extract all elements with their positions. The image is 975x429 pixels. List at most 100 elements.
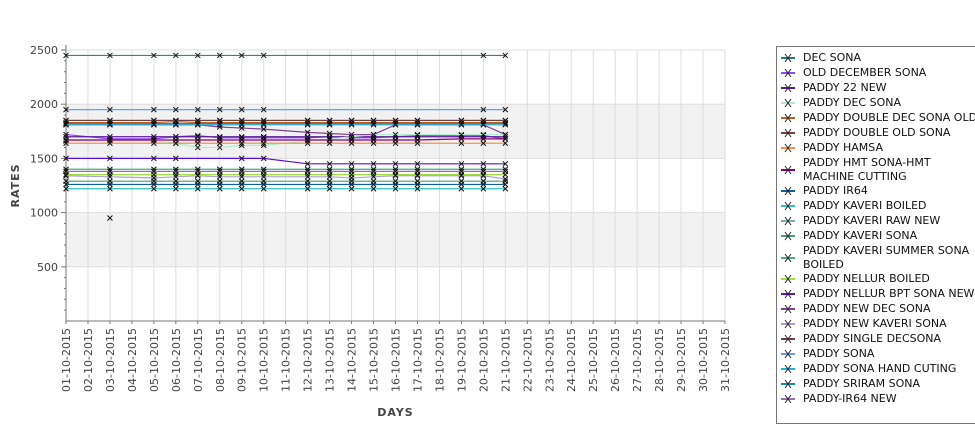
data-point — [326, 178, 333, 185]
legend-item[interactable]: PADDY NEW KAVERI SONA — [781, 317, 975, 331]
data-point — [304, 178, 311, 185]
legend-item[interactable]: PADDY HMT SONA-HMT MACHINE CUTTING — [781, 156, 975, 183]
data-point — [172, 52, 179, 59]
data-point — [216, 106, 223, 113]
legend-marker-icon — [781, 364, 795, 374]
data-point — [238, 178, 245, 185]
legend-marker-icon — [781, 143, 795, 153]
legend-item[interactable]: PADDY SINGLE DECSONA — [781, 332, 975, 346]
data-point — [238, 121, 245, 128]
legend-item[interactable]: PADDY SONA — [781, 347, 975, 361]
legend-item[interactable]: PADDY KAVERI BOILED — [781, 199, 975, 213]
legend-item[interactable]: PADDY KAVERI SONA — [781, 229, 975, 243]
data-point — [502, 131, 509, 138]
legend-item[interactable]: PADDY HAMSA — [781, 141, 975, 155]
data-point — [414, 178, 421, 185]
x-tick-label: 17-10-2015 — [411, 328, 424, 392]
legend-marker-icon — [781, 274, 795, 284]
data-point — [348, 168, 355, 175]
data-point — [480, 52, 487, 59]
y-tick-label: 2000 — [30, 98, 58, 111]
legend-item[interactable]: PADDY 22 NEW — [781, 81, 975, 95]
legend-label: PADDY NEW DEC SONA — [803, 302, 931, 316]
legend-item[interactable]: PADDY KAVERI RAW NEW — [781, 214, 975, 228]
legend-item[interactable]: PADDY NEW DEC SONA — [781, 302, 975, 316]
legend-marker-icon — [781, 98, 795, 108]
legend-item[interactable]: PADDY NELLUR BOILED — [781, 272, 975, 286]
data-point — [370, 168, 377, 175]
x-tick-label: 13-10-2015 — [324, 328, 337, 392]
series-paddy-kaveri-sona — [63, 178, 509, 185]
legend-item[interactable]: PADDY DOUBLE DEC SONA OLD — [781, 111, 975, 125]
legend-item[interactable]: PADDY DEC SONA — [781, 96, 975, 110]
legend-item[interactable]: OLD DECEMBER SONA — [781, 66, 975, 80]
data-point — [480, 178, 487, 185]
legend: DEC SONA OLD DECEMBER SONA PADDY 22 NEW PAD… — [776, 46, 975, 424]
data-point — [107, 178, 113, 185]
legend-label: PADDY DOUBLE OLD SONA — [803, 126, 951, 140]
legend-label: PADDY NEW KAVERI SONA — [803, 317, 947, 331]
data-point — [370, 178, 377, 185]
y-tick-label: 2500 — [30, 44, 58, 57]
data-point — [370, 131, 377, 138]
data-point — [151, 117, 157, 124]
data-point — [172, 121, 179, 128]
legend-label: PADDY HAMSA — [803, 141, 884, 155]
data-point — [172, 173, 179, 180]
x-tick-label: 05-10-2015 — [148, 328, 161, 392]
legend-item[interactable]: PADDY SRIRAM SONA — [781, 377, 975, 391]
legend-item[interactable]: PADDY SONA HAND CUTING — [781, 362, 975, 376]
data-point — [326, 160, 333, 167]
data-point — [238, 137, 245, 143]
series-paddy-kaveri-boiled — [63, 185, 509, 192]
data-point — [216, 168, 223, 175]
data-point — [107, 137, 113, 143]
data-point — [304, 185, 311, 192]
data-point — [194, 137, 201, 143]
series-paddy-new-kaveri-sona — [63, 172, 509, 182]
data-point — [216, 121, 223, 128]
data-point — [107, 52, 113, 59]
data-point — [260, 173, 267, 180]
data-point — [326, 117, 333, 124]
data-point — [238, 117, 245, 124]
data-point — [238, 168, 245, 175]
data-point — [238, 173, 245, 180]
x-tick-label: 03-10-2015 — [104, 328, 117, 392]
data-point — [502, 140, 509, 147]
data-point — [63, 117, 69, 124]
data-point — [480, 168, 487, 175]
series-paddy-sona — [63, 106, 509, 113]
data-point — [151, 106, 157, 113]
data-point — [151, 168, 157, 175]
data-point — [304, 117, 311, 124]
legend-item[interactable]: PADDY NELLUR BPT SONA NEW — [781, 287, 975, 301]
data-point — [480, 136, 487, 142]
legend-marker-icon — [781, 113, 795, 123]
data-point — [63, 52, 69, 59]
legend-marker-icon — [781, 349, 795, 359]
legend-label: OLD DECEMBER SONA — [803, 66, 927, 80]
x-tick-label: 12-10-2015 — [302, 328, 315, 392]
data-point — [63, 137, 69, 143]
series-paddy-ir64-new — [63, 168, 509, 175]
series-paddy-hamsa — [63, 140, 509, 147]
x-tick-label: 29-10-2015 — [675, 328, 688, 392]
legend-item[interactable]: PADDY DOUBLE OLD SONA — [781, 126, 975, 140]
legend-item[interactable]: PADDY KAVERI SUMMER SONA BOILED — [781, 244, 975, 271]
legend-marker-icon — [781, 394, 795, 404]
x-tick-label: 24-10-2015 — [565, 328, 578, 392]
x-tick-label: 14-10-2015 — [346, 328, 359, 392]
data-point — [172, 106, 179, 113]
data-point — [392, 168, 399, 175]
data-point — [370, 121, 377, 128]
legend-marker-icon — [781, 231, 795, 241]
legend-item[interactable]: PADDY IR64 — [781, 184, 975, 198]
data-point — [414, 117, 421, 124]
legend-item[interactable]: DEC SONA — [781, 51, 975, 65]
legend-item[interactable]: PADDY-IR64 NEW — [781, 392, 975, 406]
data-point — [194, 172, 201, 179]
legend-label: PADDY SRIRAM SONA — [803, 377, 920, 391]
data-point — [63, 168, 69, 175]
data-point — [502, 176, 509, 182]
